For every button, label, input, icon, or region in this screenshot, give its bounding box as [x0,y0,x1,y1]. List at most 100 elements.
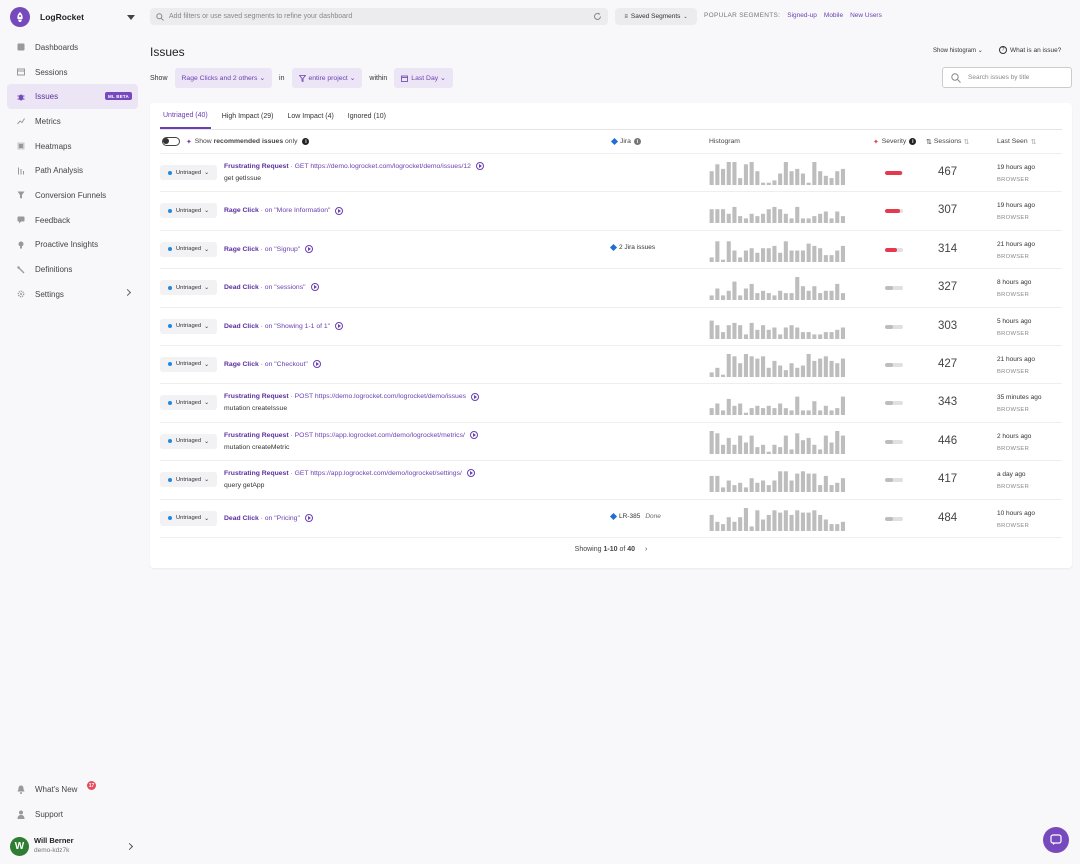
sidebar-item-metrics[interactable]: Metrics [7,109,138,134]
recommended-toggle[interactable] [162,137,180,146]
status-dropdown[interactable]: Untriaged ⌄ [160,241,217,257]
sidebar-item-proactive-insights[interactable]: Proactive Insights [7,233,138,258]
refresh-icon[interactable] [593,12,602,21]
info-icon[interactable]: i [302,138,310,145]
project-filter[interactable]: entire project ⌄ [291,68,363,88]
chat-button[interactable] [1043,827,1069,853]
play-icon[interactable] [475,162,484,171]
table-row[interactable]: Untriaged ⌄ Dead Click · on "Showing 1-1 o… [160,308,1062,346]
issue-title-link[interactable]: Rage Click · on "More Information" [224,205,604,217]
chevron-down-icon[interactable] [127,14,135,20]
histogram-bar [823,254,828,262]
histogram-bar [721,168,726,185]
sidebar-item-issues[interactable]: Issues ML BETA [7,84,138,110]
segment-signed-up[interactable]: Signed-up [787,12,817,19]
segment-mobile[interactable]: Mobile [823,12,844,19]
jira-link[interactable]: 2 Jira issues [609,243,655,251]
sidebar-item-dashboards[interactable]: Dashboards [7,35,138,60]
table-row[interactable]: Untriaged ⌄ Frustrating Request · GET http… [160,461,1062,500]
issue-search-input[interactable]: Search issues by title [942,67,1072,88]
issue-title-link[interactable]: Dead Click · on "Showing 1-1 of 1" [224,321,604,333]
play-icon[interactable] [304,513,313,522]
what-is-an-issue-link[interactable]: ? What is an issue? [999,46,1061,54]
issue-title-link[interactable]: Frustrating Request · GET https://app.lo… [224,468,604,492]
show-histogram-dropdown[interactable]: Show histogram ⌄ [933,48,983,54]
histogram-bar [806,410,811,416]
histogram-bar [755,358,760,377]
histogram-bar [789,480,794,493]
issue-title-link[interactable]: Dead Click · on "sessions" [224,282,604,294]
last-seen: 35 minutes ago BROWSER [997,392,1041,416]
histogram-bar [743,164,748,185]
status-dropdown[interactable]: Untriaged ⌄ [160,165,217,180]
tab-low-impact[interactable]: Low Impact (4) [287,112,334,120]
sidebar-item-heatmaps[interactable]: Heatmaps [7,134,138,159]
issue-type: Frustrating Request [224,163,289,170]
status-dropdown[interactable]: Untriaged ⌄ [160,395,217,411]
issue-title-link[interactable]: Dead Click · on "Pricing" [224,513,604,525]
play-icon[interactable] [466,469,475,478]
table-row[interactable]: Untriaged ⌄ Dead Click · on "Pricing" LR-38… [160,500,1062,538]
histogram-bar [840,216,845,224]
info-icon[interactable]: i [633,138,641,145]
sidebar-item-path-analysis[interactable]: Path Analysis [7,158,138,183]
table-row[interactable]: Untriaged ⌄ Frustrating Request · GET http… [160,154,1062,193]
histogram-bar [823,331,828,339]
status-dropdown[interactable]: Untriaged ⌄ [160,433,217,449]
sidebar-item-support[interactable]: Support [7,802,138,827]
tab-untriaged[interactable]: Untriaged (40) [160,103,211,129]
table-row[interactable]: Untriaged ⌄ Rage Click · on "More Informat… [160,192,1062,231]
sidebar-item-whats-new[interactable]: What's New 17 [7,777,138,802]
play-icon[interactable] [335,206,344,215]
play-icon[interactable] [471,392,480,401]
play-icon[interactable] [312,360,321,369]
sidebar-item-conversion-funnels[interactable]: Conversion Funnels [7,183,138,208]
issues-table: Untriaged ⌄ Frustrating Request · GET http… [160,154,1062,538]
segment-new-users[interactable]: New Users [850,12,882,19]
severity-column-header[interactable]: ✦ Severity i [873,138,917,146]
sidebar-item-sessions[interactable]: Sessions [7,60,138,85]
sessions-column-header[interactable]: ⇅ Sessions ⇅ [926,138,970,146]
status-dropdown[interactable]: Untriaged ⌄ [160,356,217,372]
tab-high-impact[interactable]: High Impact (29) [221,112,274,120]
filter-input[interactable]: Add filters or use saved segments to ref… [169,13,353,20]
histogram-bar [726,162,731,185]
sidebar-nav: Dashboards Sessions Issues ML BETA Metrics He… [7,35,138,307]
sidebar-item-settings[interactable]: Settings [7,282,138,307]
play-icon[interactable] [310,283,319,292]
next-page-icon[interactable]: › [644,546,648,553]
time-range-filter[interactable]: Last Day ⌄ [394,68,453,88]
status-dropdown[interactable]: Untriaged ⌄ [160,203,217,219]
saved-segments-dropdown[interactable]: ≡ Saved Segments ⌄ [615,8,697,25]
table-row[interactable]: Untriaged ⌄ Rage Click · on "Signup" 2 Jira… [160,231,1062,270]
last-seen-column-header[interactable]: Last Seen ⇅ [997,138,1037,146]
status-dropdown[interactable]: Untriaged ⌄ [160,510,217,526]
histogram-bar [755,329,760,339]
histogram-bar [818,514,823,531]
table-row[interactable]: Untriaged ⌄ Frustrating Request · POST htt… [160,423,1062,462]
issue-title-link[interactable]: Frustrating Request · GET https://demo.l… [224,161,604,185]
status-dropdown[interactable]: Untriaged ⌄ [160,280,217,296]
table-row[interactable]: Untriaged ⌄ Dead Click · on "sessions" 327 8… [160,269,1062,308]
play-icon[interactable] [335,321,344,330]
issue-type-filter[interactable]: Rage Clicks and 2 others ⌄ [174,68,273,88]
status-dropdown[interactable]: Untriaged ⌄ [160,472,217,488]
info-icon[interactable]: i [909,138,917,145]
sidebar-item-definitions[interactable]: Definitions [7,257,138,282]
jira-link[interactable]: LR-385 Done [609,512,661,520]
play-icon[interactable] [305,244,314,253]
table-row[interactable]: Untriaged ⌄ Frustrating Request · POST htt… [160,384,1062,423]
issue-title-link[interactable]: Frustrating Request · POST https://demo.… [224,391,604,415]
sidebar-item-feedback[interactable]: Feedback [7,208,138,233]
tab-ignored[interactable]: Ignored (10) [347,112,386,120]
issue-title-link[interactable]: Rage Click · on "Checkout" [224,359,604,371]
table-row[interactable]: Untriaged ⌄ Rage Click · on "Checkout" 427 2… [160,346,1062,385]
user-menu[interactable]: W Will Berner demo-kdz7k [10,836,135,856]
play-icon[interactable] [469,430,478,439]
status-dropdown[interactable]: Untriaged ⌄ [160,318,217,334]
app-switcher[interactable]: LogRocket [10,7,135,27]
issue-title-link[interactable]: Rage Click · on "Signup" [224,244,604,256]
filter-bar[interactable]: Add filters or use saved segments to ref… [150,8,608,25]
histogram-bar [738,216,743,224]
issue-title-link[interactable]: Frustrating Request · POST https://app.l… [224,430,604,454]
